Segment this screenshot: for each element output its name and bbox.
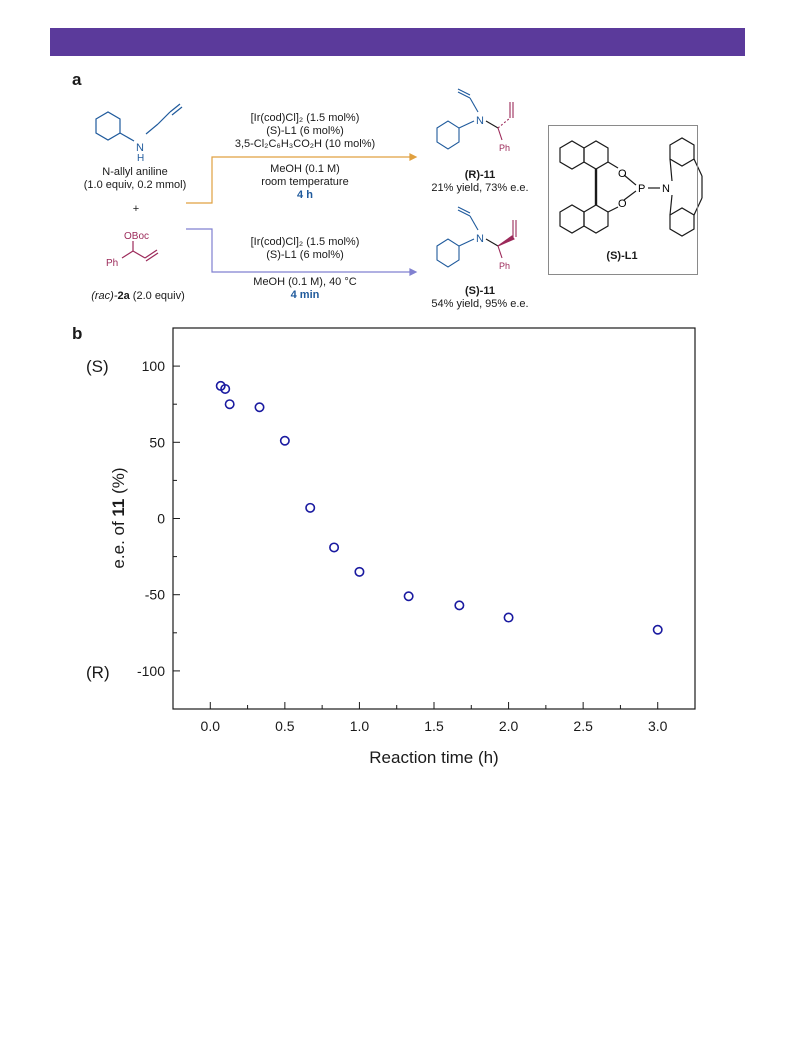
y-axis-label: e.e. of 11 (%) xyxy=(109,467,128,568)
ligand-n: N xyxy=(662,183,670,195)
reactant-n-atom: N xyxy=(136,142,144,154)
top-cond-line3: 3,5-Cl₂C₆H₃CO₂H (10 mol%) xyxy=(234,138,376,150)
ligand-l1-structure xyxy=(559,137,703,237)
y-tick-label: -50 xyxy=(145,587,165,603)
y-axis-label-prefix: e.e. of xyxy=(109,517,128,569)
x-tick-label: 1.5 xyxy=(424,718,444,734)
ligand-p: P xyxy=(638,183,645,195)
reactant2-name: (rac)-2a (2.0 equiv) xyxy=(70,290,206,303)
top-cond-line4: MeOH (0.1 M) xyxy=(270,163,340,175)
top-cond-line5: room temperature xyxy=(261,176,349,188)
reactant-amount: (1.0 equiv, 0.2 mmol) xyxy=(83,179,187,191)
data-point xyxy=(403,591,414,602)
allyl-carbonate-structure xyxy=(121,241,159,262)
panel-b-label: b xyxy=(72,324,83,343)
ligand-box xyxy=(548,125,698,275)
data-point xyxy=(305,502,316,513)
y-annotation-r: (R) xyxy=(86,663,110,682)
bottom-cond-line2: (S)-L1 (6 mol%) xyxy=(266,249,344,261)
x-tick-label: 2.5 xyxy=(573,718,593,734)
y-tick-label: 50 xyxy=(149,434,165,450)
x-tick-label: 0.5 xyxy=(275,718,295,734)
reagent-ph-label: Ph xyxy=(106,258,118,269)
reactant2-suffix: (2.0 equiv) xyxy=(129,290,185,302)
y-tick-label: 100 xyxy=(142,358,166,374)
reactant-name: N-allyl aniline xyxy=(102,166,168,178)
product-bottom-yield: 54% yield, 95% e.e. xyxy=(431,298,529,310)
product-s-11-structure xyxy=(436,206,517,268)
header-bar xyxy=(50,28,745,56)
y-tick-label: -100 xyxy=(137,663,165,679)
bottom-cond-line1: [Ir(cod)Cl]₂ (1.5 mol%) xyxy=(250,236,360,248)
x-tick-label: 1.0 xyxy=(350,718,370,734)
x-tick-label: 0.0 xyxy=(201,718,221,734)
ligand-label: (S)-L1 xyxy=(606,250,638,262)
product-top-label: (R)-11 xyxy=(464,169,496,181)
data-point xyxy=(652,624,663,635)
reaction-scheme: N H OBoc Ph N Ph xyxy=(95,88,703,276)
panel-a-label: a xyxy=(72,70,82,89)
y-axis-label-bold: 11 xyxy=(109,499,128,517)
rac-prefix: (rac)- xyxy=(91,290,118,302)
x-axis-label: Reaction time (h) xyxy=(369,748,498,767)
y-axis-ticks: 100 50 0 -50 -100 xyxy=(137,327,180,710)
product-bottom-label: (S)-11 xyxy=(465,285,495,297)
n-allyl-aniline-structure xyxy=(95,103,183,142)
obc-label: OBoc xyxy=(124,231,149,242)
y-axis-label-suffix: (%) xyxy=(109,467,128,498)
product-bottom-ph: Ph xyxy=(499,261,510,271)
y-annotation-s: (S) xyxy=(86,357,109,376)
product-top-yield: 21% yield, 73% e.e. xyxy=(431,182,529,194)
data-point xyxy=(503,612,514,623)
bottom-reaction-arrow xyxy=(186,228,418,276)
data-point xyxy=(454,600,465,611)
data-point xyxy=(329,542,340,553)
reactant2-bold: 2a xyxy=(117,290,130,302)
bottom-cond-line3: MeOH (0.1 M), 40 °C xyxy=(253,276,357,288)
x-tick-label: 3.0 xyxy=(648,718,668,734)
product-bottom-n: N xyxy=(476,233,484,245)
plus-sign: + xyxy=(132,203,140,215)
data-point xyxy=(254,402,265,413)
product-r-11-structure xyxy=(436,88,514,150)
data-point xyxy=(354,566,365,577)
data-point xyxy=(279,435,290,446)
top-cond-line2: (S)-L1 (6 mol%) xyxy=(266,125,344,137)
product-top-n: N xyxy=(476,115,484,127)
top-cond-line1: [Ir(cod)Cl]₂ (1.5 mol%) xyxy=(250,112,360,124)
product-top-ph: Ph xyxy=(499,143,510,153)
data-point xyxy=(224,399,235,410)
ligand-o1: O xyxy=(618,168,627,180)
x-axis-ticks: 0.0 0.5 1.0 1.5 2.0 2.5 3.0 xyxy=(172,702,696,734)
top-cond-time: 4 h xyxy=(297,189,313,201)
data-points xyxy=(215,380,663,635)
ligand-o2: O xyxy=(618,198,627,210)
bottom-cond-time: 4 min xyxy=(290,289,320,301)
plot-frame xyxy=(172,327,696,710)
reactant-h-atom: H xyxy=(137,153,144,164)
top-reaction-arrow xyxy=(186,153,418,204)
data-point xyxy=(220,383,231,394)
y-tick-label: 0 xyxy=(157,511,165,527)
x-tick-label: 2.0 xyxy=(499,718,519,734)
